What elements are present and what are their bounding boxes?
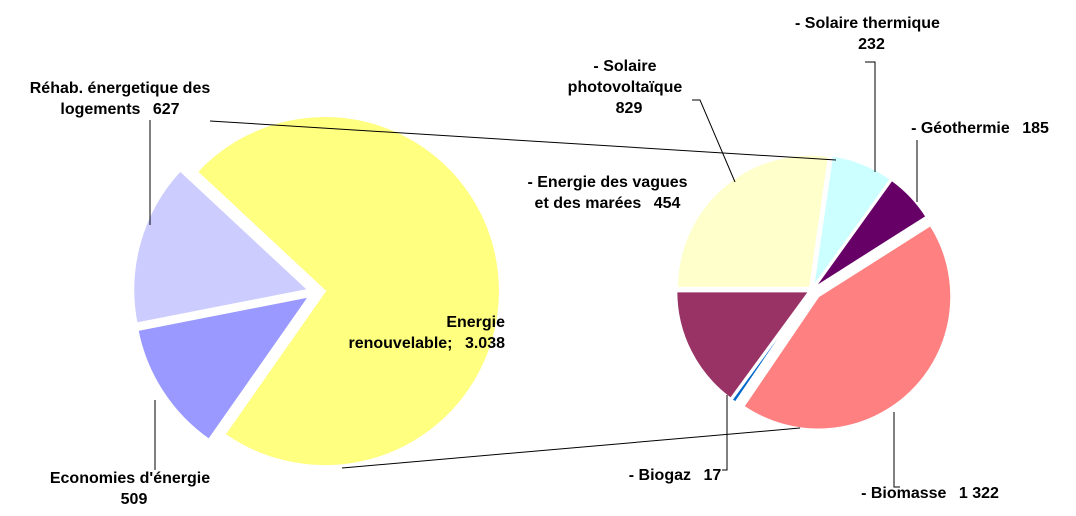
slice-category: - Biomasse (861, 485, 947, 502)
slice-category: - Géothermie (911, 120, 1010, 137)
pie-slice (730, 291, 812, 404)
connector (209, 120, 837, 161)
slice-category: - Energie des vagues et des marées (527, 174, 688, 212)
slice-value: 17 (703, 467, 722, 484)
pie-slice (813, 178, 928, 289)
slice-category: - Solaire photovoltaïque (567, 58, 683, 96)
slice-label: - Solaire photovoltaïque 829 (550, 56, 700, 119)
slice-value: 509 (120, 491, 148, 508)
slice-label: - Solaire thermique 232 (785, 13, 950, 55)
slice-label: - Energie des vagues et des marées 454 (525, 172, 690, 214)
slices (132, 115, 953, 468)
pie-slice (195, 115, 501, 468)
leader-line (893, 412, 900, 488)
slice-value: 3.038 (464, 335, 505, 352)
slice-value: 454 (653, 195, 681, 212)
connector (341, 427, 801, 469)
slice-label: Economies d'énergie 509 (40, 468, 220, 510)
slice-label: - Biogaz 17 (605, 465, 745, 486)
slice-category: - Biogaz (628, 467, 691, 484)
pie-slice (812, 154, 893, 288)
slice-value: 829 (615, 100, 643, 117)
slice-category: - Solaire thermique (795, 15, 940, 32)
slice-value: 185 (1022, 120, 1049, 137)
pie-slice (675, 290, 812, 401)
pie-slice (742, 223, 953, 431)
leaders (149, 61, 918, 488)
slice-value: 232 (858, 36, 885, 53)
slice-category: Réhab. énergetique des logements (29, 80, 211, 118)
pie-slice (136, 294, 312, 442)
slice-category: Energie renouvelable; (348, 314, 505, 352)
slice-category: Economies d'énergie (49, 470, 211, 487)
slice-value: 627 (152, 101, 180, 118)
leader-line (865, 61, 876, 172)
slice-label: - Géothermie 185 (885, 118, 1075, 139)
leader-line (692, 99, 736, 183)
slice-label: Energie renouvelable; 3.038 (345, 312, 505, 354)
leader-line (722, 395, 728, 471)
slice-label: - Biomasse 1 322 (830, 483, 1030, 504)
slice-label: Réhab. énergetique des logements 627 (20, 78, 220, 120)
slice-value: 1 322 (958, 485, 999, 502)
pie-slice (132, 169, 311, 325)
pie-slice (676, 153, 831, 289)
